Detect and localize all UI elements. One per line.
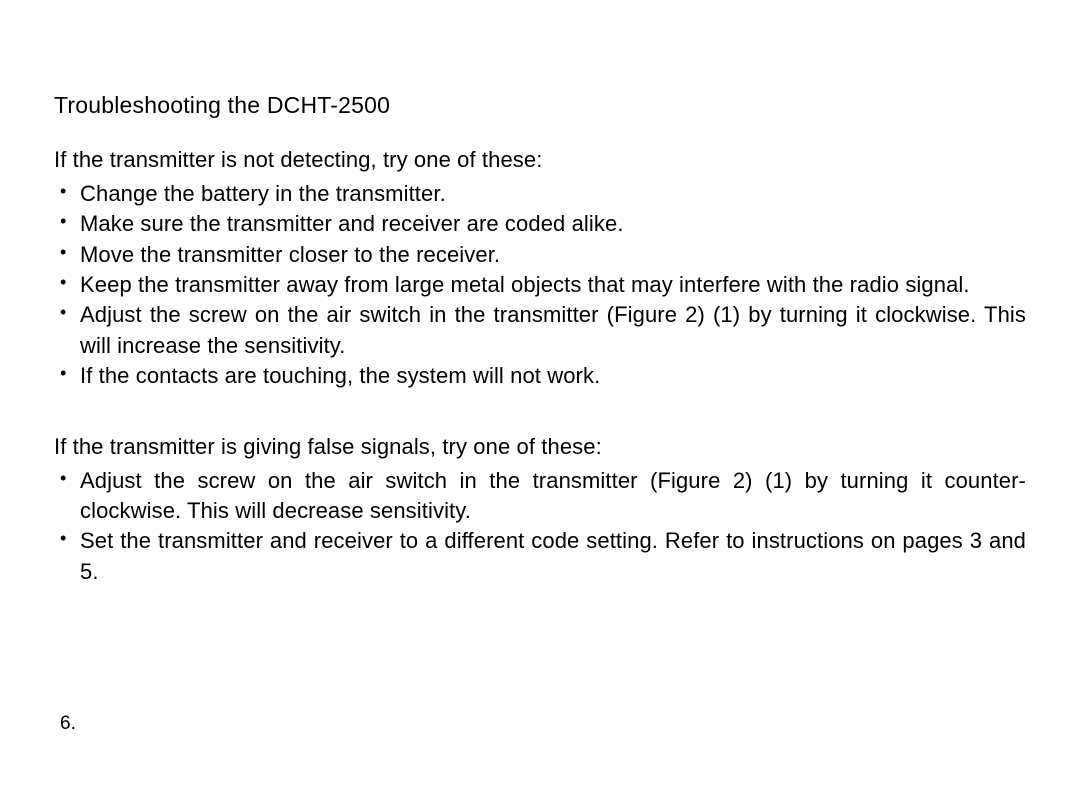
section1-intro: If the transmitter is not detecting, try… [54,147,1026,173]
list-item: If the contacts are touching, the system… [54,361,1026,391]
section2-list: Adjust the screw on the air switch in th… [54,466,1026,587]
list-item: Move the transmitter closer to the recei… [54,240,1026,270]
page-title: Troubleshooting the DCHT-2500 [54,92,1026,119]
list-item: Change the battery in the transmitter. [54,179,1026,209]
page-number: 6. [60,713,76,735]
list-item: Keep the transmitter away from large met… [54,270,1026,300]
section2-intro: If the transmitter is giving false signa… [54,434,1026,460]
section1-list: Change the battery in the transmitter. M… [54,179,1026,392]
list-item: Adjust the screw on the air switch in th… [54,466,1026,527]
list-item: Make sure the transmitter and receiver a… [54,209,1026,239]
list-item: Adjust the screw on the air switch in th… [54,300,1026,361]
list-item: Set the transmitter and receiver to a di… [54,526,1026,587]
